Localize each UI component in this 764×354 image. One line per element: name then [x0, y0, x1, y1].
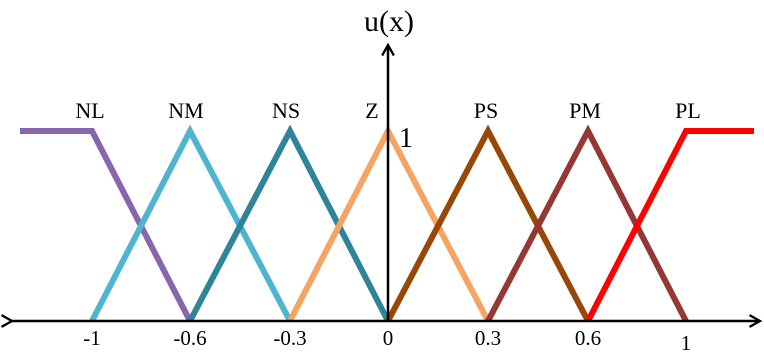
series-line-ns: [187, 124, 391, 323]
series-line-ps: [385, 124, 591, 323]
peak-value-label: 1: [399, 123, 413, 154]
series-line-pl: [585, 128, 754, 323]
set-label-ns: NS: [272, 98, 300, 123]
set-label-ps: PS: [474, 98, 498, 123]
set-label-z: Z: [365, 98, 378, 123]
x-tick-label: -0.6: [173, 326, 206, 350]
x-tick-labels: -1 -0.6 -0.3 0 0.3 0.6 1: [83, 326, 691, 354]
axes-layer: [12, 45, 760, 321]
set-label-nm: NM: [168, 98, 203, 123]
y-axis-label: u(x): [364, 5, 414, 38]
set-label-pl: PL: [675, 98, 701, 123]
x-tick-label: 0.3: [475, 326, 501, 350]
series-line-nl: [20, 128, 193, 323]
x-tick-label: 0: [383, 326, 394, 350]
series-line-nm: [89, 124, 293, 323]
series-layer: [20, 124, 754, 323]
set-labels: NL NM NS Z PS PM PL: [75, 98, 701, 123]
set-label-nl: NL: [75, 98, 104, 123]
x-tick-label: 1: [681, 331, 692, 354]
set-label-pm: PM: [569, 98, 601, 123]
series-line-pm: [485, 124, 689, 323]
x-tick-label: -1: [83, 326, 101, 350]
x-tick-label: -0.3: [273, 326, 306, 350]
x-tick-label: 0.6: [575, 326, 601, 350]
